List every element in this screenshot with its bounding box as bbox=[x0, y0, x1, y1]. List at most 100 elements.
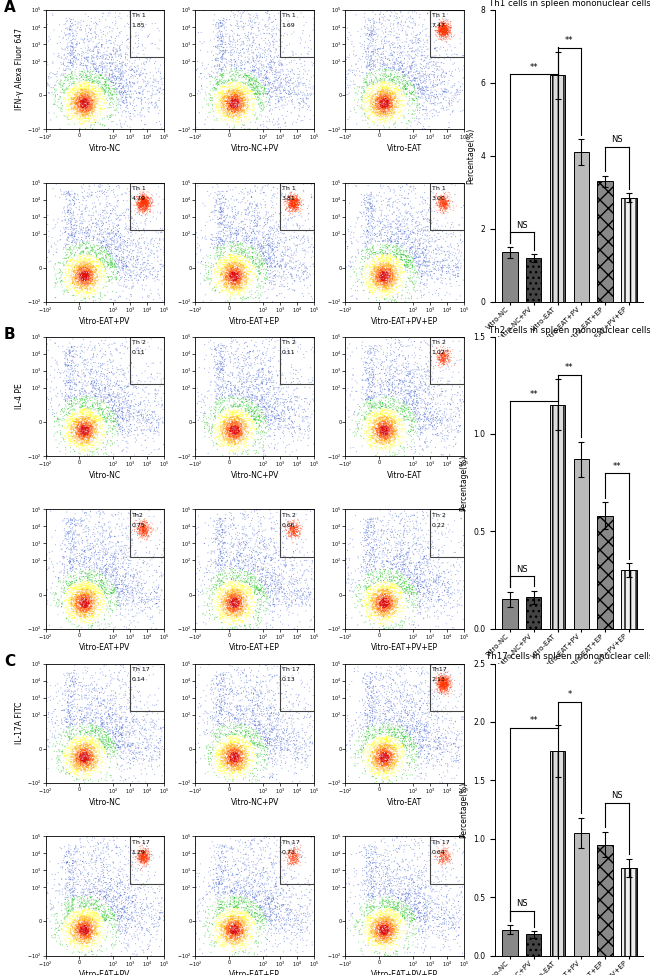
Point bbox=[66, 865, 76, 880]
Point bbox=[239, 701, 250, 717]
Point bbox=[287, 852, 298, 868]
Point bbox=[92, 934, 103, 950]
Point bbox=[419, 263, 430, 279]
Point bbox=[106, 99, 116, 115]
Point bbox=[64, 865, 74, 880]
Point bbox=[386, 424, 396, 440]
Point bbox=[432, 711, 443, 726]
Point bbox=[276, 729, 286, 745]
Point bbox=[402, 916, 413, 932]
Point bbox=[250, 77, 261, 93]
Point bbox=[137, 37, 148, 53]
Point bbox=[53, 915, 63, 930]
Point bbox=[280, 114, 291, 130]
Point bbox=[270, 855, 280, 871]
Point bbox=[286, 417, 296, 433]
Point bbox=[376, 904, 387, 919]
Point bbox=[83, 911, 94, 926]
Point bbox=[385, 271, 396, 287]
Point bbox=[100, 238, 110, 254]
Point bbox=[408, 237, 419, 253]
Point bbox=[105, 107, 115, 123]
Point bbox=[225, 241, 235, 256]
Point bbox=[379, 415, 389, 431]
Point bbox=[88, 409, 98, 424]
Point bbox=[369, 74, 379, 90]
Point bbox=[377, 724, 387, 740]
Point bbox=[229, 273, 240, 289]
Point bbox=[241, 70, 252, 86]
Point bbox=[72, 586, 83, 602]
Point bbox=[66, 542, 77, 558]
Point bbox=[72, 580, 82, 596]
Point bbox=[244, 223, 254, 239]
Point bbox=[309, 17, 319, 32]
Point bbox=[382, 748, 393, 763]
Point bbox=[228, 740, 239, 756]
Point bbox=[292, 732, 302, 748]
Point bbox=[252, 272, 263, 288]
Point bbox=[378, 928, 389, 944]
Point bbox=[142, 738, 153, 754]
Point bbox=[64, 348, 75, 364]
Point bbox=[104, 875, 114, 890]
Point bbox=[63, 699, 73, 715]
Point bbox=[400, 260, 411, 276]
Point bbox=[386, 592, 396, 607]
Point bbox=[73, 95, 84, 110]
Point bbox=[361, 900, 372, 916]
Point bbox=[395, 420, 405, 436]
Point bbox=[241, 98, 252, 114]
Point bbox=[83, 844, 93, 860]
Point bbox=[396, 893, 406, 909]
Point bbox=[364, 902, 374, 917]
Point bbox=[234, 274, 244, 290]
Point bbox=[240, 761, 251, 777]
Point bbox=[379, 917, 389, 933]
Point bbox=[370, 929, 380, 945]
Point bbox=[248, 707, 258, 722]
Point bbox=[233, 919, 243, 935]
Point bbox=[230, 94, 240, 109]
Point bbox=[292, 92, 303, 107]
Point bbox=[441, 23, 452, 39]
Point bbox=[365, 593, 376, 608]
Point bbox=[79, 93, 89, 108]
Point bbox=[432, 585, 442, 601]
Point bbox=[291, 524, 301, 539]
Point bbox=[60, 350, 71, 366]
Point bbox=[359, 745, 369, 760]
Point bbox=[404, 250, 415, 265]
Point bbox=[216, 858, 227, 874]
Point bbox=[83, 596, 94, 611]
Point bbox=[274, 93, 284, 108]
Point bbox=[452, 83, 463, 98]
Point bbox=[135, 724, 145, 740]
Point bbox=[447, 736, 457, 752]
Point bbox=[231, 705, 242, 721]
Point bbox=[72, 85, 83, 100]
Point bbox=[389, 69, 400, 85]
Point bbox=[411, 664, 422, 680]
Point bbox=[410, 423, 421, 439]
Point bbox=[80, 383, 90, 399]
Point bbox=[380, 99, 391, 115]
Point bbox=[373, 930, 384, 946]
Point bbox=[224, 601, 234, 616]
Point bbox=[448, 439, 458, 454]
Point bbox=[408, 592, 418, 607]
Point bbox=[49, 909, 59, 924]
Point bbox=[133, 576, 143, 592]
Point bbox=[365, 284, 375, 299]
Point bbox=[384, 545, 395, 561]
Point bbox=[382, 281, 393, 296]
Point bbox=[382, 594, 393, 609]
Point bbox=[75, 601, 85, 616]
Point bbox=[227, 98, 237, 113]
Point bbox=[435, 740, 445, 756]
Point bbox=[288, 199, 298, 214]
Point bbox=[73, 95, 84, 110]
Point bbox=[66, 918, 76, 934]
Text: Th 2: Th 2 bbox=[282, 513, 296, 518]
Point bbox=[211, 554, 221, 569]
